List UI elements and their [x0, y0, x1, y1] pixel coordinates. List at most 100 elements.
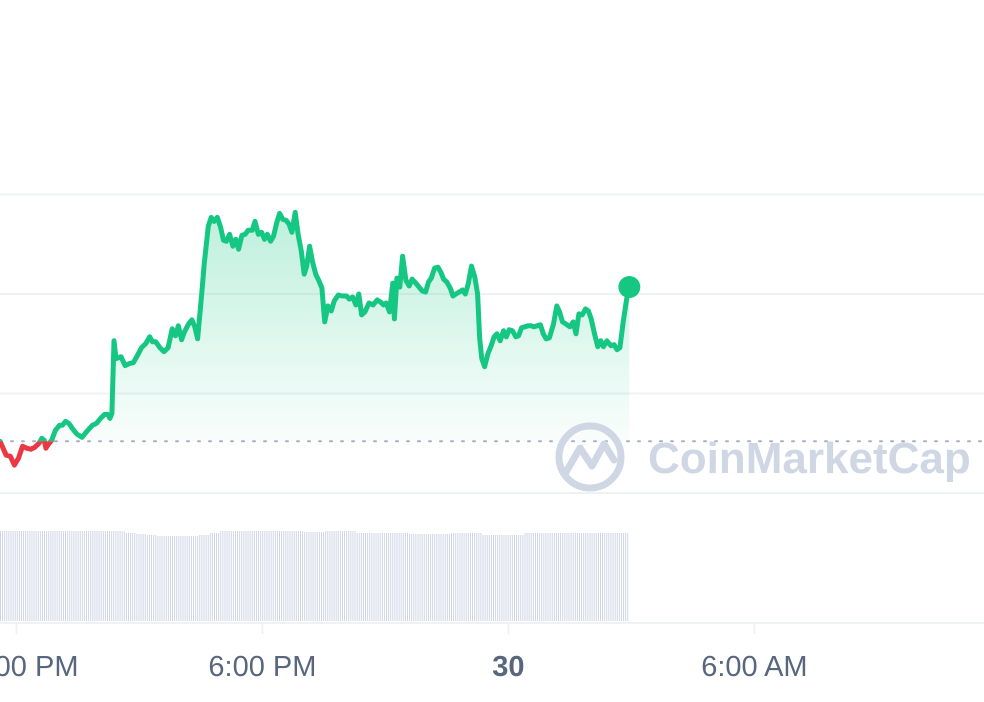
- volume-bar: [111, 531, 113, 621]
- volume-bar: [627, 533, 629, 621]
- volume-bar: [142, 534, 144, 621]
- volume-bar: [400, 533, 402, 621]
- x-tick-label: 6:00 PM: [208, 651, 316, 683]
- volume-bar: [352, 531, 354, 621]
- volume-bar: [262, 531, 264, 621]
- volume-bar: [463, 533, 465, 621]
- volume-bar: [455, 533, 457, 621]
- volume-bar: [255, 531, 257, 621]
- volume-bar: [100, 531, 102, 621]
- volume-bar: [205, 535, 207, 621]
- volume-bar: [537, 533, 539, 621]
- volume-bar: [608, 533, 610, 621]
- volume-bar: [243, 531, 245, 621]
- volume-bar: [623, 533, 625, 621]
- volume-bar: [83, 531, 85, 621]
- volume-bar: [394, 533, 396, 621]
- volume-bar: [524, 533, 526, 621]
- volume-bar: [260, 531, 262, 621]
- volume-bar: [459, 533, 461, 621]
- volume-bar: [239, 531, 241, 621]
- volume-bar: [323, 532, 325, 621]
- volume-bar: [190, 536, 192, 621]
- volume-bar: [138, 534, 140, 621]
- volume-bar: [386, 533, 387, 621]
- volume-bar: [153, 535, 155, 621]
- volume-bar: [266, 531, 268, 621]
- volume-bar: [354, 531, 356, 621]
- volume-bar: [398, 533, 400, 621]
- volume-bar: [25, 531, 27, 621]
- volume-bar: [492, 535, 494, 621]
- volume-bar: [522, 535, 524, 621]
- volume-bar: [373, 533, 375, 621]
- volume-bar: [551, 533, 553, 621]
- volume-bar: [406, 533, 408, 621]
- volume-bar: [442, 534, 444, 621]
- volume-bar: [163, 536, 165, 621]
- volume-bar: [39, 531, 41, 621]
- volume-bar: [136, 534, 138, 621]
- volume-bar: [390, 533, 392, 621]
- volume-bar: [436, 534, 438, 621]
- volume-bar: [27, 531, 29, 621]
- volume-bar: [299, 531, 301, 621]
- price-area-fill: [0, 212, 630, 442]
- volume-bar: [438, 534, 440, 621]
- volume-bar: [465, 533, 467, 621]
- volume-bar: [18, 531, 20, 621]
- volume-bar: [220, 531, 222, 621]
- volume-bar: [228, 531, 230, 621]
- volume-bar: [503, 535, 505, 621]
- volume-bar: [123, 531, 125, 621]
- volume-bar: [337, 531, 339, 621]
- volume-bar: [295, 531, 297, 621]
- volume-bar: [618, 533, 620, 621]
- volume-bar: [474, 533, 476, 621]
- volume-bar: [448, 534, 450, 621]
- volume-bar: [478, 533, 480, 621]
- volume-bar: [595, 533, 597, 621]
- volume-bar: [10, 531, 12, 621]
- volume-bar: [329, 531, 331, 621]
- volume-bar: [270, 531, 272, 621]
- volume-bar: [581, 533, 583, 621]
- volume-bar: [484, 535, 486, 621]
- volume-bar: [169, 536, 171, 621]
- volume-bar: [564, 533, 566, 621]
- volume-bar: [367, 533, 369, 621]
- volume-bar: [247, 531, 249, 621]
- volume-bar: [213, 533, 215, 621]
- volume-bar: [625, 533, 627, 621]
- volume-bar: [310, 532, 312, 621]
- x-tick-label: 30: [492, 651, 524, 683]
- volume-bar: [497, 535, 499, 621]
- volume-bar: [365, 533, 367, 621]
- volume-bar: [77, 531, 79, 621]
- volume-bar: [230, 531, 232, 621]
- volume-bar: [476, 533, 478, 621]
- volume-bar: [461, 533, 463, 621]
- volume-bar: [555, 533, 557, 621]
- volume-bar: [553, 533, 555, 621]
- x-axis-ticks: 12:00 PM 6:00 PM 30 6:00 AM: [0, 624, 808, 683]
- volume-bar: [419, 534, 421, 621]
- volume-bar: [14, 531, 16, 621]
- volume-bar: [165, 536, 167, 621]
- volume-bar: [430, 534, 432, 621]
- volume-bar: [339, 531, 341, 621]
- volume-bar: [362, 533, 364, 621]
- volume-bar: [58, 531, 60, 621]
- volume-bar: [379, 533, 381, 621]
- volume-bar: [207, 535, 209, 621]
- volume-bar: [113, 531, 115, 621]
- volume-bar: [325, 531, 327, 621]
- volume-bar: [316, 532, 318, 621]
- volume-bar: [413, 534, 415, 621]
- volume-bar: [258, 531, 260, 621]
- volume-bar: [415, 534, 417, 621]
- volume-bar: [224, 531, 226, 621]
- volume-bar: [409, 534, 411, 621]
- volume-bar: [182, 536, 184, 621]
- volume-bar: [197, 536, 199, 621]
